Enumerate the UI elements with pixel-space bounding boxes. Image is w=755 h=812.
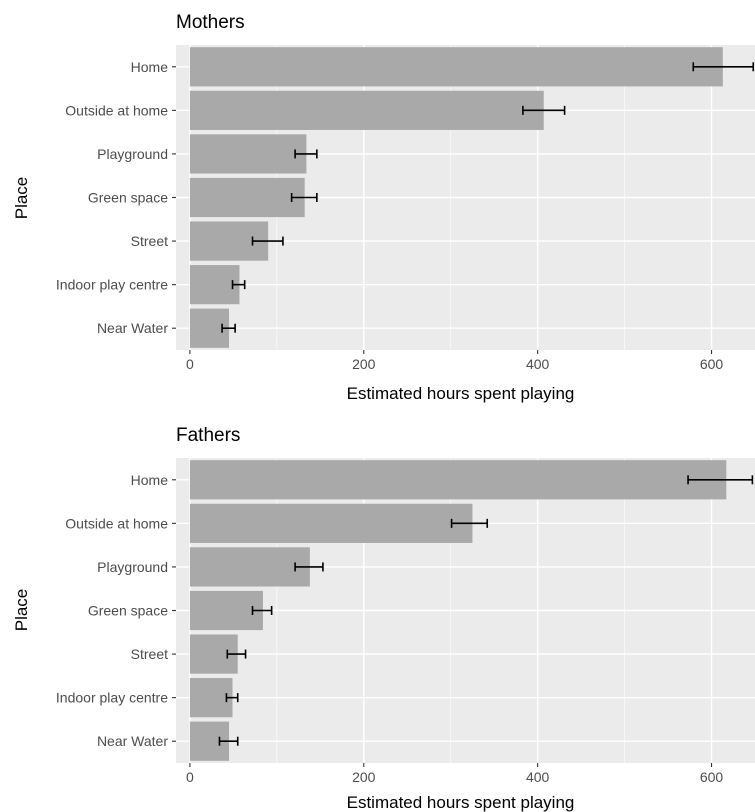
y-tick-label: Outside at home: [65, 515, 168, 531]
y-tick-label: Home: [131, 472, 169, 488]
x-tick-label: 0: [186, 356, 194, 372]
y-tick-label: Near Water: [97, 320, 168, 336]
bar: [189, 678, 233, 718]
y-tick-label: Home: [131, 59, 169, 75]
y-axis-label: Place: [12, 177, 31, 220]
x-tick-label: 400: [526, 769, 550, 785]
bar: [189, 503, 473, 543]
chart-title: Fathers: [176, 425, 240, 446]
y-tick-label: Green space: [88, 603, 168, 619]
y-tick-label: Playground: [97, 146, 168, 162]
bar: [189, 265, 240, 305]
chart-title: Mothers: [176, 12, 245, 33]
panel-mothers: Home Outside at home Playground Green space…: [12, 12, 755, 403]
bar: [189, 134, 307, 174]
y-tick-label: Green space: [88, 190, 168, 206]
y-tick-label: Indoor play centre: [56, 690, 168, 706]
x-tick-label: 600: [700, 769, 724, 785]
x-tick-label: 0: [186, 769, 194, 785]
x-axis-label: Estimated hours spent playing: [347, 384, 575, 403]
bar: [189, 590, 263, 631]
y-tick-label: Playground: [97, 559, 168, 575]
y-tick-label: Outside at home: [65, 102, 168, 118]
x-tick-label: 200: [352, 769, 376, 785]
x-tick-label: 600: [700, 356, 724, 372]
panel-fathers: Home Outside at home Playground Green space…: [12, 425, 755, 812]
bar: [189, 47, 723, 87]
y-tick-label: Near Water: [97, 733, 168, 749]
y-axis-label: Place: [12, 589, 31, 632]
x-tick-label: 400: [526, 356, 550, 372]
y-tick-label: Indoor play centre: [56, 277, 168, 293]
bar: [189, 90, 544, 130]
bar: [189, 547, 310, 587]
y-tick-label: Street: [131, 233, 168, 249]
x-axis-label: Estimated hours spent playing: [347, 793, 575, 812]
bar: [189, 460, 727, 500]
bar: [189, 177, 305, 218]
y-tick-label: Street: [131, 646, 168, 662]
x-tick-label: 200: [352, 356, 376, 372]
